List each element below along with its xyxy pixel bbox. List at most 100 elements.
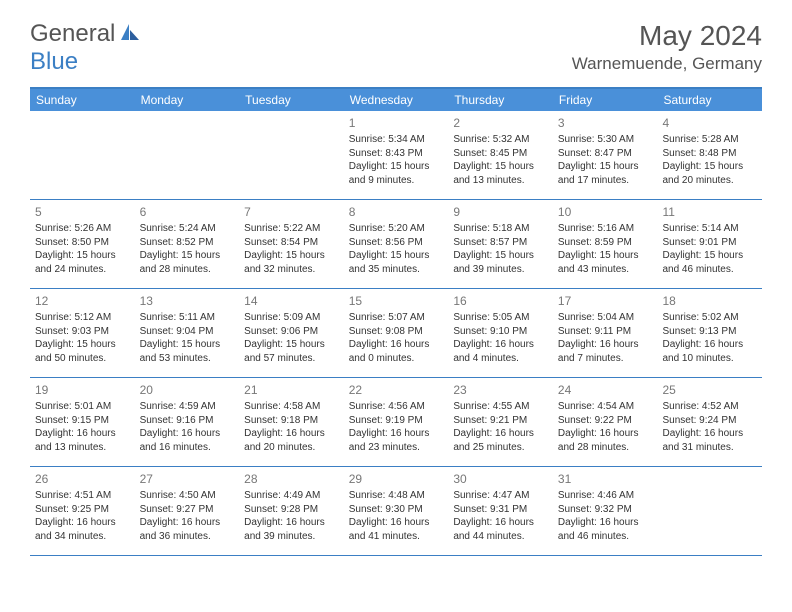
daylight-text: Daylight: 16 hours and 44 minutes. <box>453 516 548 543</box>
day-cell: 24Sunrise: 4:54 AMSunset: 9:22 PMDayligh… <box>553 378 658 466</box>
sunset-text: Sunset: 9:03 PM <box>35 325 130 339</box>
day-number: 12 <box>35 293 130 309</box>
sunrise-text: Sunrise: 4:59 AM <box>140 400 235 414</box>
day-cell: 28 Sunrise: 4:49 AMSunset: 9:28 PMDayligh… <box>239 467 344 555</box>
sunrise-text: Sunrise: 5:09 AM <box>244 311 339 325</box>
day-cell: 19Sunrise: 5:01 AMSunset: 9:15 PMDayligh… <box>30 378 135 466</box>
daylight-text: Daylight: 15 hours and 39 minutes. <box>453 249 548 276</box>
day-cell: 4Sunrise: 5:28 AMSunset: 8:48 PMDaylight… <box>657 111 762 199</box>
day-cell: 1Sunrise: 5:34 AMSunset: 8:43 PMDaylight… <box>344 111 449 199</box>
day-number: 8 <box>349 204 444 220</box>
day-cell: . <box>135 111 240 199</box>
daylight-text: Daylight: 16 hours and 7 minutes. <box>558 338 653 365</box>
sunset-text: Sunset: 9:11 PM <box>558 325 653 339</box>
day-number: 29 <box>349 471 444 487</box>
day-number: 15 <box>349 293 444 309</box>
sunset-text: Sunset: 9:25 PM <box>35 503 130 517</box>
sunrise-text: Sunrise: 5:30 AM <box>558 133 653 147</box>
day-number: 4 <box>662 115 757 131</box>
sunset-text: Sunset: 9:19 PM <box>349 414 444 428</box>
daylight-text: Daylight: 15 hours and 57 minutes. <box>244 338 339 365</box>
day-number: 5 <box>35 204 130 220</box>
logo-sail-icon <box>119 22 141 47</box>
sunrise-text: Sunrise: 5:11 AM <box>140 311 235 325</box>
day-number: 21 <box>244 382 339 398</box>
sunrise-text: Sunrise: 4:56 AM <box>349 400 444 414</box>
sunset-text: Sunset: 9:30 PM <box>349 503 444 517</box>
day-number: 6 <box>140 204 235 220</box>
day-cell: 22Sunrise: 4:56 AMSunset: 9:19 PMDayligh… <box>344 378 449 466</box>
sunset-text: Sunset: 9:08 PM <box>349 325 444 339</box>
day-cell: 17 Sunrise: 5:04 AMSunset: 9:11 PMDayligh… <box>553 289 658 377</box>
day-cell: 26Sunrise: 4:51 AMSunset: 9:25 PMDayligh… <box>30 467 135 555</box>
sunrise-text: Sunrise: 5:01 AM <box>35 400 130 414</box>
day-number: 19 <box>35 382 130 398</box>
week-row: 5Sunrise: 5:26 AMSunset: 8:50 PMDaylight… <box>30 200 762 289</box>
sunrise-text: Sunrise: 5:04 AM <box>558 311 653 325</box>
daylight-text: Daylight: 15 hours and 24 minutes. <box>35 249 130 276</box>
daylight-text: Daylight: 16 hours and 39 minutes. <box>244 516 339 543</box>
day-cell: 5Sunrise: 5:26 AMSunset: 8:50 PMDaylight… <box>30 200 135 288</box>
sunset-text: Sunset: 9:24 PM <box>662 414 757 428</box>
daylight-text: Daylight: 16 hours and 31 minutes. <box>662 427 757 454</box>
day-cell: 7Sunrise: 5:22 AMSunset: 8:54 PMDaylight… <box>239 200 344 288</box>
sunrise-text: Sunrise: 4:47 AM <box>453 489 548 503</box>
sunrise-text: Sunrise: 5:22 AM <box>244 222 339 236</box>
sunrise-text: Sunrise: 4:55 AM <box>453 400 548 414</box>
day-cell: 3Sunrise: 5:30 AMSunset: 8:47 PMDaylight… <box>553 111 658 199</box>
sunset-text: Sunset: 8:43 PM <box>349 147 444 161</box>
day-number: 10 <box>558 204 653 220</box>
day-header-friday: Friday <box>553 89 658 111</box>
week-row: 12Sunrise: 5:12 AMSunset: 9:03 PMDayligh… <box>30 289 762 378</box>
day-number: 9 <box>453 204 548 220</box>
daylight-text: Daylight: 16 hours and 34 minutes. <box>35 516 130 543</box>
day-number: 17 <box>558 293 653 309</box>
sunrise-text: Sunrise: 5:24 AM <box>140 222 235 236</box>
sunrise-text: Sunrise: 4:54 AM <box>558 400 653 414</box>
logo: General <box>30 20 143 48</box>
daylight-text: Daylight: 15 hours and 9 minutes. <box>349 160 444 187</box>
day-number: 27 <box>140 471 235 487</box>
day-cell: 9Sunrise: 5:18 AMSunset: 8:57 PMDaylight… <box>448 200 553 288</box>
daylight-text: Daylight: 15 hours and 28 minutes. <box>140 249 235 276</box>
sunrise-text: Sunrise: 4:46 AM <box>558 489 653 503</box>
daylight-text: Daylight: 16 hours and 28 minutes. <box>558 427 653 454</box>
daylight-text: Daylight: 16 hours and 36 minutes. <box>140 516 235 543</box>
sunset-text: Sunset: 9:06 PM <box>244 325 339 339</box>
day-cell: 2Sunrise: 5:32 AMSunset: 8:45 PMDaylight… <box>448 111 553 199</box>
day-number: 7 <box>244 204 339 220</box>
daylight-text: Daylight: 16 hours and 16 minutes. <box>140 427 235 454</box>
day-header-sunday: Sunday <box>30 89 135 111</box>
sunrise-text: Sunrise: 4:49 AM <box>244 489 339 503</box>
day-cell: 21Sunrise: 4:58 AMSunset: 9:18 PMDayligh… <box>239 378 344 466</box>
sunset-text: Sunset: 9:04 PM <box>140 325 235 339</box>
day-cell: 14Sunrise: 5:09 AMSunset: 9:06 PMDayligh… <box>239 289 344 377</box>
day-cell: 27Sunrise: 4:50 AMSunset: 9:27 PMDayligh… <box>135 467 240 555</box>
logo-text-general: General <box>30 20 115 48</box>
daylight-text: Daylight: 15 hours and 13 minutes. <box>453 160 548 187</box>
day-number: 3 <box>558 115 653 131</box>
day-number: 22 <box>349 382 444 398</box>
daylight-text: Daylight: 15 hours and 35 minutes. <box>349 249 444 276</box>
logo-text-blue: Blue <box>30 48 78 76</box>
day-cell: . <box>30 111 135 199</box>
sunset-text: Sunset: 8:54 PM <box>244 236 339 250</box>
day-number: 28 <box>244 471 339 487</box>
sunset-text: Sunset: 9:21 PM <box>453 414 548 428</box>
sunset-text: Sunset: 8:57 PM <box>453 236 548 250</box>
day-header-saturday: Saturday <box>657 89 762 111</box>
weeks-container: ...1Sunrise: 5:34 AMSunset: 8:43 PMDayli… <box>30 111 762 556</box>
day-number: 31 <box>558 471 653 487</box>
day-header-wednesday: Wednesday <box>344 89 449 111</box>
daylight-text: Daylight: 16 hours and 10 minutes. <box>662 338 757 365</box>
sunset-text: Sunset: 8:45 PM <box>453 147 548 161</box>
day-header-monday: Monday <box>135 89 240 111</box>
day-header-row: SundayMondayTuesdayWednesdayThursdayFrid… <box>30 89 762 111</box>
sunrise-text: Sunrise: 5:07 AM <box>349 311 444 325</box>
daylight-text: Daylight: 16 hours and 13 minutes. <box>35 427 130 454</box>
sunset-text: Sunset: 9:13 PM <box>662 325 757 339</box>
day-number: 30 <box>453 471 548 487</box>
daylight-text: Daylight: 15 hours and 53 minutes. <box>140 338 235 365</box>
sunrise-text: Sunrise: 4:50 AM <box>140 489 235 503</box>
sunset-text: Sunset: 9:28 PM <box>244 503 339 517</box>
